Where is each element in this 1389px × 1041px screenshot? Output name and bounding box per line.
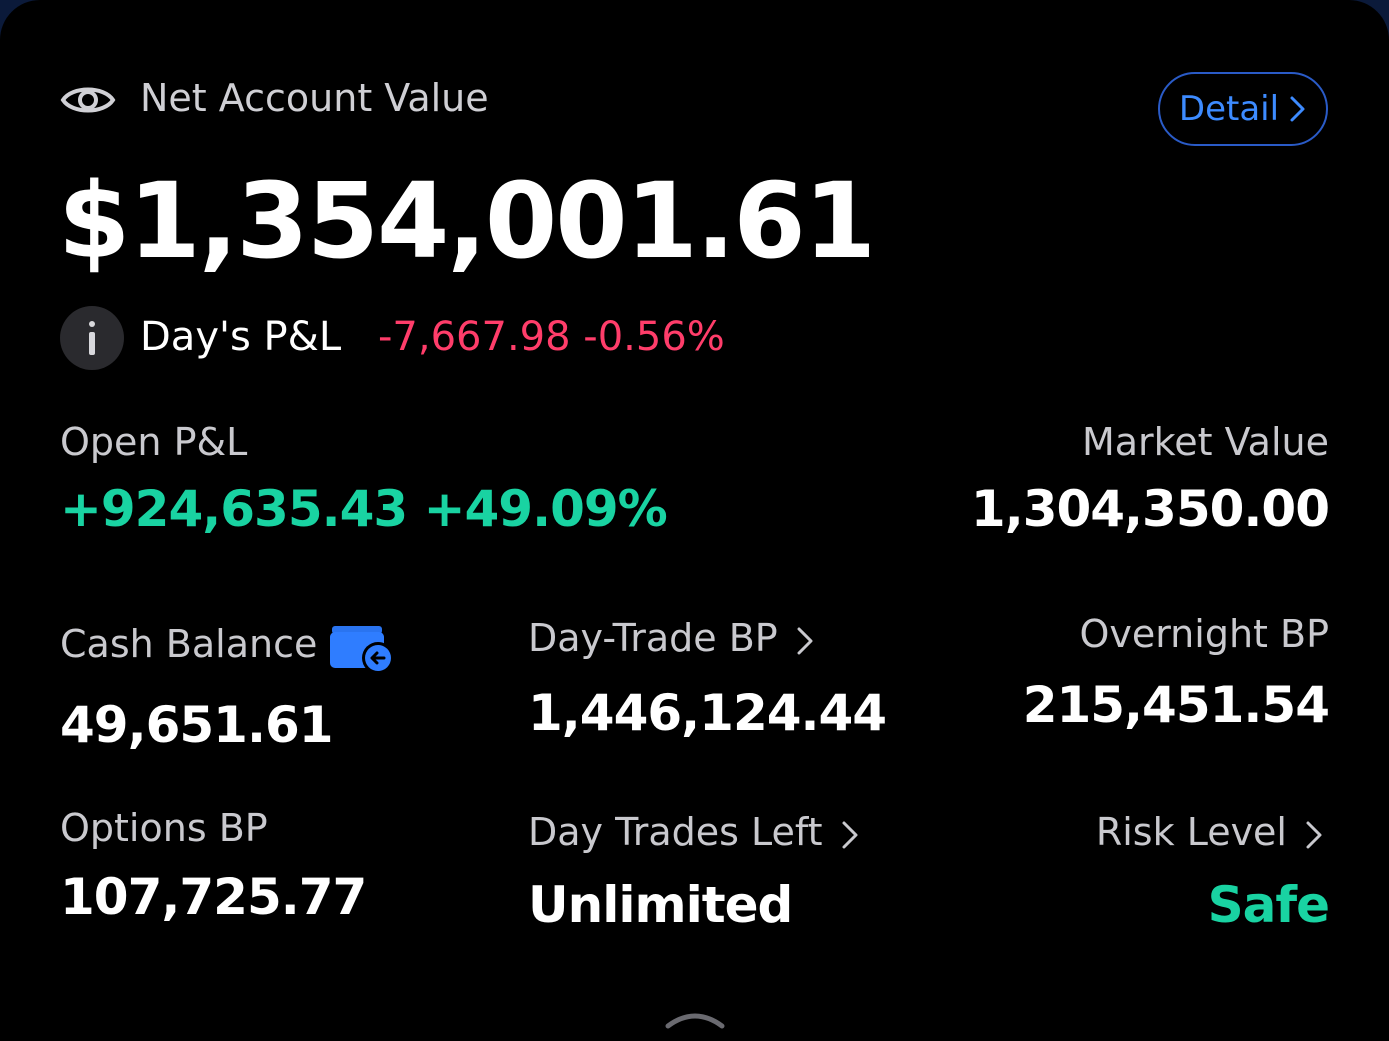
overnight-bp-value: 215,451.54 bbox=[1022, 676, 1330, 734]
chevron-right-icon bbox=[842, 821, 858, 848]
options-bp-label: Options BP bbox=[60, 806, 268, 850]
market-value-value: 1,304,350.00 bbox=[970, 480, 1330, 538]
detail-button[interactable]: Detail bbox=[1158, 72, 1328, 146]
day-trades-left-link[interactable]: Day Trades Left bbox=[528, 810, 859, 854]
net-account-value-label: Net Account Value bbox=[140, 76, 489, 120]
net-account-value: $1,354,001.61 bbox=[58, 160, 876, 282]
open-pl-label: Open P&L bbox=[60, 420, 248, 464]
day-trades-left-label: Day Trades Left bbox=[528, 810, 823, 854]
wallet-transfer-icon[interactable] bbox=[330, 622, 396, 676]
chevron-right-icon bbox=[797, 627, 813, 654]
info-icon[interactable] bbox=[60, 306, 124, 370]
day-trades-left-value: Unlimited bbox=[528, 876, 793, 934]
chevron-up-icon[interactable] bbox=[664, 1006, 726, 1030]
risk-level-label: Risk Level bbox=[1095, 810, 1287, 854]
days-pl-value: -7,667.98 -0.56% bbox=[378, 314, 725, 360]
chevron-right-icon bbox=[1306, 821, 1322, 848]
options-bp-value: 107,725.77 bbox=[60, 868, 367, 926]
eye-icon[interactable] bbox=[60, 80, 116, 120]
risk-level-link[interactable]: Risk Level bbox=[1096, 810, 1323, 854]
market-value-label: Market Value bbox=[1081, 420, 1329, 464]
open-pl-value: +924,635.43 +49.09% bbox=[60, 480, 668, 538]
chevron-right-icon bbox=[1290, 96, 1305, 122]
days-pl-label: Day's P&L bbox=[140, 314, 342, 360]
cash-balance-label: Cash Balance bbox=[60, 622, 318, 666]
day-trade-bp-link[interactable]: Day-Trade BP bbox=[528, 616, 814, 660]
detail-button-label: Detail bbox=[1178, 89, 1280, 129]
day-trade-bp-label: Day-Trade BP bbox=[528, 616, 778, 660]
overnight-bp-label: Overnight BP bbox=[1079, 612, 1329, 656]
cash-balance-value: 49,651.61 bbox=[60, 696, 334, 754]
day-trade-bp-value: 1,446,124.44 bbox=[528, 684, 887, 742]
risk-level-value: Safe bbox=[1207, 876, 1330, 934]
